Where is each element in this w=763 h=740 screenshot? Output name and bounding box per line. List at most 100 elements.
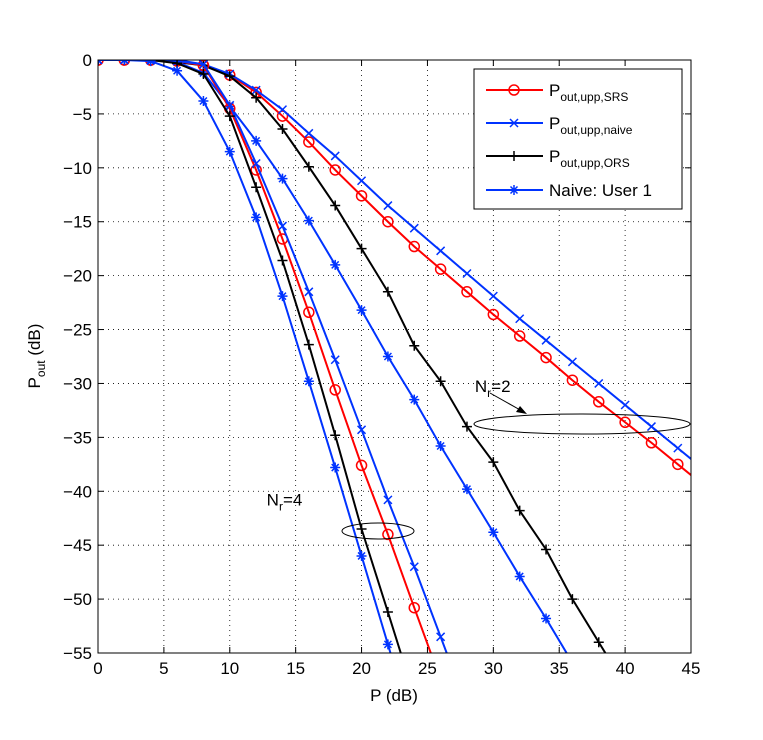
star-marker [277, 173, 288, 184]
circle-marker [566, 374, 579, 386]
x-tick-label: 30 [484, 659, 503, 678]
plus-marker [409, 340, 420, 351]
x-tick-label: 0 [93, 659, 102, 678]
y-tick-label: −30 [63, 374, 92, 393]
y-tick-label: −55 [63, 644, 92, 663]
circle-marker [355, 190, 368, 202]
x-tick-label: 20 [352, 659, 371, 678]
x-tick-label: 5 [159, 659, 168, 678]
plus-marker [224, 111, 235, 122]
nr2-arrow [489, 392, 523, 412]
x-marker [330, 355, 340, 365]
x-marker [541, 335, 551, 345]
x-marker [509, 118, 519, 128]
y-tick-label: −25 [63, 321, 92, 340]
star-marker [277, 291, 288, 302]
star-marker [382, 351, 393, 362]
y-tick-label: −40 [63, 482, 92, 501]
circle-marker [408, 240, 421, 253]
plus-marker [356, 243, 367, 254]
star-marker [461, 484, 472, 495]
series-6 [98, 60, 402, 653]
star-marker [356, 305, 367, 316]
x-marker [646, 422, 656, 432]
x-marker [594, 378, 604, 388]
star-marker [356, 550, 367, 561]
x-marker [436, 246, 446, 256]
x-marker [304, 128, 314, 138]
x-marker [567, 357, 577, 367]
x-marker [383, 201, 393, 211]
y-tick-label: −50 [63, 590, 92, 609]
circle-marker [382, 215, 394, 228]
plot-frame [97, 59, 692, 654]
plus-marker [382, 607, 393, 618]
x-marker [357, 176, 367, 186]
x-tick-label: 45 [682, 659, 701, 678]
circle-marker [487, 308, 500, 321]
star-marker [251, 212, 262, 223]
x-tick-label: 15 [286, 659, 305, 678]
star-marker [303, 215, 314, 226]
star-marker [541, 613, 552, 624]
star-marker [224, 146, 235, 157]
circle-marker [508, 84, 520, 96]
x-marker [462, 268, 472, 279]
annotation-ellipses [341, 392, 691, 540]
circle-marker [461, 286, 473, 298]
plus-marker [251, 182, 262, 193]
circle-marker [540, 351, 552, 364]
star-marker [330, 462, 341, 473]
circle-marker [645, 437, 658, 449]
y-tick-labels: 0 −5 −10 −15 −20 −25 −30 −35 −40 −45 −50 −55 [63, 51, 92, 663]
plus-marker [509, 151, 519, 161]
x-tick-label: 40 [616, 659, 635, 678]
x-marker [251, 85, 261, 95]
plus-marker [593, 637, 604, 648]
star-marker [435, 440, 446, 451]
x-marker [198, 60, 208, 69]
plus-marker [251, 92, 262, 103]
plus-marker [514, 505, 525, 516]
x-marker [330, 151, 340, 161]
x-marker [515, 314, 525, 324]
plus-marker [330, 200, 341, 211]
plus-marker [382, 286, 393, 297]
x-marker [383, 495, 393, 505]
star-marker [514, 571, 525, 582]
circle-marker [329, 164, 341, 176]
plus-marker [277, 255, 288, 266]
x-marker [225, 100, 235, 110]
y-axis-label: Pout (dB) [25, 324, 48, 389]
y-tick-label: −5 [73, 105, 92, 124]
plus-marker [224, 71, 235, 82]
plus-marker [488, 457, 499, 468]
plus-marker [277, 124, 288, 135]
x-tick-label: 10 [220, 659, 239, 678]
circle-marker [355, 459, 368, 472]
circle-marker [434, 263, 447, 275]
x-marker [357, 425, 367, 435]
star-marker [509, 185, 519, 195]
legend-label-naive: Pout,upp,naive [549, 114, 633, 137]
legend-label-ors: Pout,upp,ORS [549, 147, 630, 170]
legend-label-srs: Pout,upp,SRS [549, 81, 628, 104]
legend-box [473, 68, 683, 210]
x-tick-label: 25 [418, 659, 437, 678]
plus-marker [435, 376, 446, 387]
circle-marker [408, 601, 421, 614]
x-marker [409, 223, 419, 233]
plus-marker [461, 421, 472, 432]
plus-marker [330, 430, 341, 441]
star-marker [303, 376, 314, 387]
star-marker [172, 65, 183, 76]
x-marker [277, 105, 288, 115]
annotations: Nr=2 Nr=4 [267, 377, 511, 513]
star-marker [488, 527, 499, 538]
plus-marker [303, 339, 314, 350]
circle-marker [329, 384, 341, 396]
circle-marker [513, 330, 526, 342]
plus-marker [567, 594, 578, 605]
star-marker [198, 95, 209, 106]
